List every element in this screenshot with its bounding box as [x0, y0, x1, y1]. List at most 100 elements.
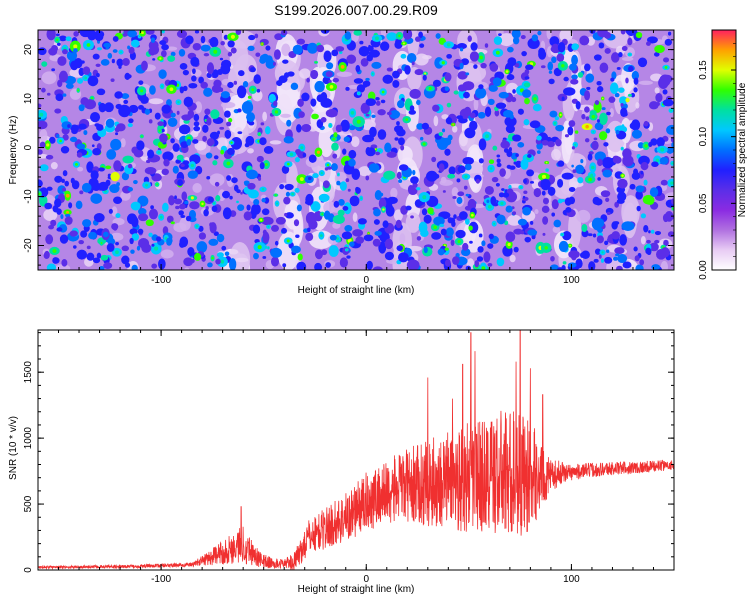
spectrogram-blob — [326, 166, 332, 170]
spectrogram-blob — [358, 46, 370, 57]
spectrogram-blob — [579, 252, 585, 258]
spectrogram-blob — [524, 69, 530, 75]
spectrogram-blob — [331, 142, 339, 151]
spectrogram-blob — [180, 163, 185, 167]
spectrogram-blob — [73, 48, 78, 54]
spectrogram-blob-core — [671, 162, 674, 165]
spectrogram-blob — [597, 177, 601, 181]
spectrogram-blob — [78, 240, 85, 245]
spectrogram-blob — [654, 44, 665, 54]
spectrogram-blob — [442, 137, 452, 146]
spectrogram-blob — [69, 230, 78, 237]
spectrogram-blob — [76, 249, 88, 260]
spectrogram-blob — [178, 48, 186, 57]
spectrogram-blob — [431, 232, 442, 240]
spectrogram-blob — [592, 196, 601, 205]
spectrogram-blob — [223, 34, 229, 40]
spectrogram-blob — [536, 150, 541, 154]
spectrogram-blob — [348, 149, 357, 159]
spectrogram-blob — [434, 173, 440, 179]
spectrogram-blob — [178, 210, 184, 216]
spectrogram-blob — [159, 133, 168, 143]
spectrogram-blob — [127, 187, 134, 192]
spectrogram-blob — [262, 256, 267, 259]
pale-patch — [43, 208, 58, 222]
spectrogram-blob — [237, 204, 245, 212]
spectrogram-blob-core — [190, 163, 195, 168]
y-tick-label: 10 — [23, 93, 34, 105]
spectrogram-blob — [662, 89, 668, 95]
spectrogram-blob — [138, 213, 149, 222]
spectrogram-blob — [377, 129, 387, 140]
spectrogram-blob — [312, 173, 319, 179]
spectrogram-blob — [475, 178, 480, 184]
spectrogram-blob — [577, 72, 584, 78]
spectrogram-blob — [447, 217, 453, 224]
spectrogram-blob — [45, 234, 54, 245]
spectrogram-blob — [369, 126, 377, 138]
spectrogram-blob — [247, 45, 255, 52]
spectrogram-blob — [333, 200, 340, 208]
spectrogram-blob — [263, 146, 274, 154]
spectrogram-blob — [604, 240, 609, 246]
spectrogram-blob — [593, 54, 602, 61]
spectrogram-blob — [112, 49, 118, 53]
spectrogram-blob — [106, 149, 117, 160]
spectrogram-blob — [76, 143, 86, 150]
spectrogram-blob — [532, 103, 542, 112]
spectrogram-blob — [86, 161, 94, 173]
spectrogram-blob — [635, 185, 645, 193]
spectrogram-blob — [476, 256, 484, 262]
spectrogram-blob — [527, 229, 538, 236]
spectrogram-blob — [248, 120, 255, 126]
spectrogram-blob — [205, 206, 209, 211]
spectrogram-blob — [127, 30, 138, 38]
spectrogram-blob — [492, 145, 498, 151]
spectrogram-blob — [386, 151, 397, 158]
spectrogram-blob — [579, 35, 590, 46]
spectrogram-blob — [192, 68, 196, 75]
spectrogram-blob-core — [251, 88, 255, 92]
spectrogram-blob — [406, 53, 417, 63]
spectrogram-blob — [444, 72, 452, 82]
spectrogram-blob — [555, 124, 565, 132]
spectrogram-blob — [161, 168, 169, 176]
spectrogram-blob — [322, 76, 331, 85]
spectrogram-blob — [598, 254, 602, 259]
spectrogram-blob — [577, 176, 584, 184]
spectrogram-blob — [247, 182, 256, 190]
spectrogram-blob — [58, 35, 68, 42]
spectrogram-blob — [467, 35, 472, 42]
spectrogram-blob — [455, 229, 466, 239]
spectrogram-blob — [414, 69, 424, 76]
spectrogram-blob — [54, 198, 62, 208]
spectrogram-blob — [110, 171, 120, 182]
spectrogram-blob — [297, 253, 303, 261]
spectrogram-blob — [102, 231, 109, 238]
spectrogram-blob — [346, 54, 357, 64]
spectrogram-blob — [650, 229, 655, 234]
spectrogram-blob — [331, 49, 339, 57]
spectrogram-blob — [400, 145, 405, 151]
spectrogram-blob — [589, 30, 596, 34]
spectrogram-blob — [604, 157, 608, 163]
spectrogram-blob — [302, 152, 307, 158]
spectrogram-blob-core — [52, 248, 57, 254]
spectrogram-blob — [594, 248, 601, 255]
spectrogram-blob-core — [519, 186, 522, 189]
spectrogram-blob — [416, 236, 422, 241]
spectrogram-blob — [112, 36, 119, 42]
spectrogram-blob — [295, 234, 300, 238]
spectrogram-blob — [547, 141, 555, 148]
spectrogram-blob — [487, 243, 494, 249]
spectrogram-blob — [512, 36, 520, 45]
spectrogram-blob — [103, 262, 113, 269]
spectrogram-blob — [513, 246, 519, 253]
spectrogram-blob — [366, 260, 373, 270]
spectrogram-blob — [224, 251, 230, 256]
spectrogram-blob — [55, 93, 64, 102]
spectrogram-blob — [104, 102, 114, 113]
spectrogram-blob — [222, 207, 232, 220]
spectrogram-blob — [371, 61, 382, 69]
spectrogram-blob — [148, 119, 153, 124]
